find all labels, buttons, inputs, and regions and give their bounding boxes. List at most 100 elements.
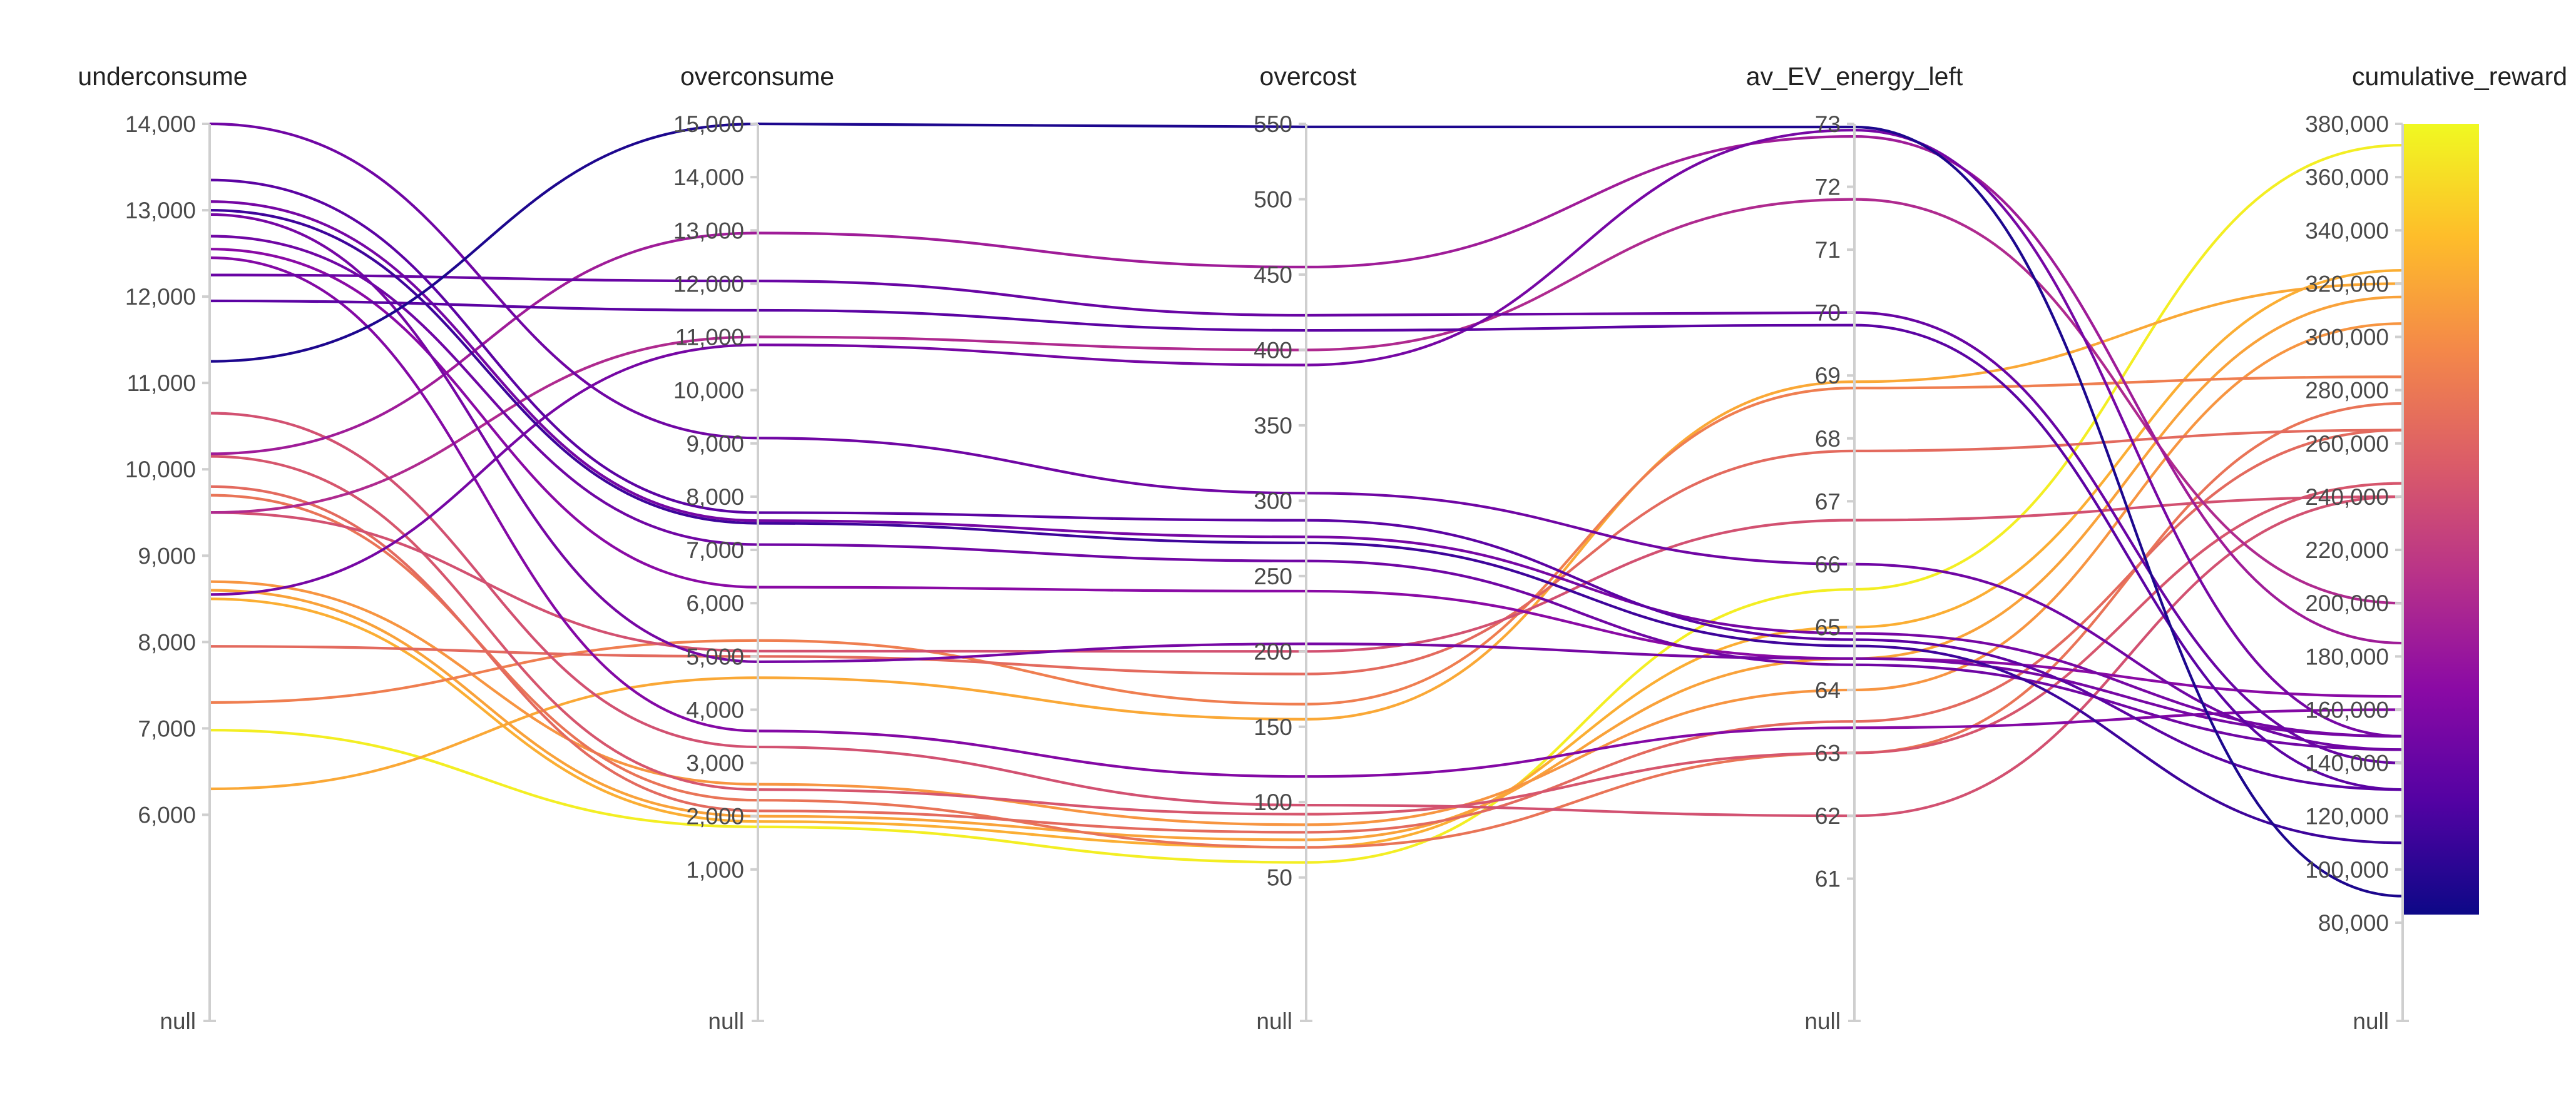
run-line-7 — [209, 122, 2403, 751]
null-label: null — [1256, 1008, 1292, 1034]
tick-label: 8,000 — [686, 484, 744, 510]
tick-label: 140,000 — [2305, 751, 2389, 776]
colorbar — [2403, 124, 2479, 915]
tick-label: 340,000 — [2305, 218, 2389, 243]
tick-label: 120,000 — [2305, 804, 2389, 830]
run-line-3 — [209, 198, 2403, 605]
axis-overcost: overcost 50 100 150 200 250 300 350 400 450 500 550… — [1254, 62, 1357, 1034]
run-line-12 — [209, 248, 2403, 698]
tick-label: 6,000 — [686, 591, 744, 616]
run-line-19 — [209, 282, 2403, 791]
tick-label: 100,000 — [2305, 857, 2389, 883]
tick-label: 360,000 — [2305, 165, 2389, 190]
tick-label: 70 — [1815, 300, 1841, 326]
tick-label: 320,000 — [2305, 271, 2389, 297]
tick-label: 64 — [1815, 677, 1841, 703]
tick-label: 200,000 — [2305, 591, 2389, 616]
tick-label: 80,000 — [2318, 910, 2389, 936]
tick-label: 7,000 — [138, 716, 196, 741]
tick-label: 12,000 — [125, 284, 196, 310]
tick-label: 300 — [1254, 488, 1292, 514]
tick-label: 2,000 — [686, 804, 744, 830]
run-line-11 — [209, 235, 2403, 751]
tick-label: 63 — [1815, 741, 1841, 766]
tick-label: 67 — [1815, 489, 1841, 514]
tick-label: 1,000 — [686, 857, 744, 883]
tick-label: 300,000 — [2305, 325, 2389, 350]
tick-label: 380,000 — [2305, 111, 2389, 137]
tick-label: 14,000 — [125, 111, 196, 137]
null-label: null — [160, 1008, 196, 1034]
tick-label: 450 — [1254, 262, 1292, 288]
tick-label: 14,000 — [673, 165, 744, 190]
tick-label: 8,000 — [138, 629, 196, 655]
tick-label: 240,000 — [2305, 484, 2389, 510]
tick-label: 260,000 — [2305, 431, 2389, 457]
run-line-6 — [209, 299, 2403, 791]
tick-label: 6,000 — [138, 802, 196, 828]
tick-label: 500 — [1254, 186, 1292, 212]
axis-title: av_EV_energy_left — [1746, 62, 1963, 91]
tick-label: 11,000 — [127, 370, 196, 396]
axis-title: overcost — [1260, 62, 1357, 91]
run-line-24 — [209, 295, 2403, 841]
tick-label: 10,000 — [673, 378, 744, 403]
axis-title: underconsume — [78, 62, 247, 91]
tick-label: 4,000 — [686, 697, 744, 723]
run-line-17 — [209, 429, 2403, 676]
tick-label: 150 — [1254, 714, 1292, 740]
tick-label: 9,000 — [686, 431, 744, 457]
axis-title: overconsume — [680, 62, 834, 91]
run-line-25 — [209, 269, 2403, 849]
run-line-14 — [209, 256, 2403, 778]
axis-underconsume: underconsume 6,000 7,000 8,000 9,000 10,000 11… — [78, 62, 247, 1034]
tick-label: 66 — [1815, 552, 1841, 577]
run-line-4 — [209, 128, 2403, 738]
tick-label: 10,000 — [125, 457, 196, 482]
null-label: null — [2353, 1008, 2389, 1034]
tick-label: 11,000 — [675, 325, 744, 350]
tick-label: 9,000 — [138, 543, 196, 569]
tick-label: 13,000 — [673, 218, 744, 243]
null-label: null — [708, 1008, 744, 1034]
tick-label: 50 — [1267, 865, 1292, 891]
axis-av_EV_energy_left: av_EV_energy_left 61 62 63 64 65 66 67 68 69 70 71 7… — [1746, 62, 1963, 1034]
tick-label: 220,000 — [2305, 537, 2389, 563]
tick-label: 12,000 — [673, 271, 744, 297]
tick-label: 550 — [1254, 111, 1292, 137]
run-line-13 — [209, 213, 2403, 738]
tick-label: 5,000 — [686, 644, 744, 669]
tick-label: 69 — [1815, 363, 1841, 388]
tick-label: 280,000 — [2305, 378, 2389, 403]
tick-label: 71 — [1815, 237, 1841, 263]
tick-label: 7,000 — [686, 537, 744, 563]
run-line-9 — [209, 200, 2403, 738]
tick-label: 100 — [1254, 789, 1292, 815]
tick-label: 65 — [1815, 614, 1841, 640]
run-line-23 — [209, 322, 2403, 826]
tick-label: 3,000 — [686, 751, 744, 776]
tick-label: 180,000 — [2305, 644, 2389, 669]
run-line-22 — [209, 402, 2403, 849]
tick-label: 61 — [1815, 866, 1841, 892]
tick-label: 350 — [1254, 413, 1292, 439]
tick-label: 68 — [1815, 426, 1841, 452]
axes: underconsume 6,000 7,000 8,000 9,000 10,000 11… — [78, 62, 2567, 1034]
tick-label: 15,000 — [673, 111, 744, 137]
axis-overconsume: overconsume 1,000 2,000 3,000 4,000 5,000 6,00… — [673, 62, 834, 1034]
tick-label: 73 — [1815, 111, 1841, 137]
run-line-26 — [209, 143, 2403, 864]
run-line-5 — [209, 273, 2403, 764]
axis-title: cumulative_reward — [2352, 62, 2567, 91]
run-line-2 — [209, 135, 2403, 645]
tick-label: 400 — [1254, 337, 1292, 363]
tick-label: 200 — [1254, 639, 1292, 664]
run-line-1 — [209, 122, 2403, 898]
tick-label: 72 — [1815, 175, 1841, 200]
tick-label: 250 — [1254, 564, 1292, 589]
axis-cumulative_reward: cumulative_reward 80,000 100,000 120,000 140… — [2305, 62, 2567, 1034]
null-label: null — [1804, 1008, 1841, 1034]
tick-label: 62 — [1815, 803, 1841, 829]
tick-label: 13,000 — [125, 198, 196, 223]
